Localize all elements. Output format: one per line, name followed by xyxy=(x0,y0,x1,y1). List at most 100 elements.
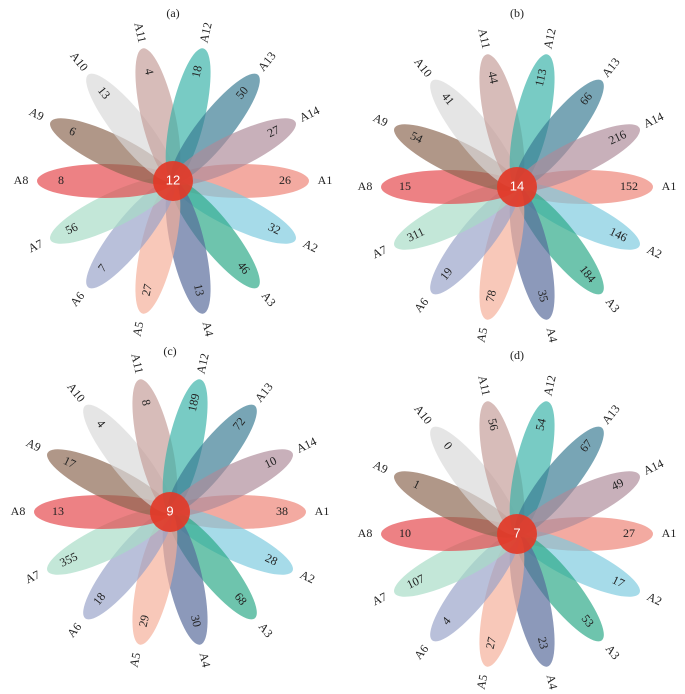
petal-label: A7 xyxy=(370,589,389,608)
petal-value: 56 xyxy=(485,417,501,432)
petal xyxy=(394,124,518,191)
petal-label: A7 xyxy=(23,567,42,586)
petal-label: A11 xyxy=(475,27,493,50)
petal-value: 30 xyxy=(188,614,204,629)
petal xyxy=(516,183,640,250)
petal xyxy=(169,508,293,575)
petal xyxy=(172,118,296,185)
petal-value: 44 xyxy=(485,70,501,85)
petal-value: 17 xyxy=(61,453,78,471)
petal-value: 27 xyxy=(265,122,282,140)
petal-label: A14 xyxy=(641,456,666,478)
petal-label: A3 xyxy=(259,289,279,309)
petal-label: A2 xyxy=(645,589,664,608)
petal-label: A3 xyxy=(603,295,623,315)
petal-label: A10 xyxy=(67,49,91,74)
petal-label: A5 xyxy=(127,651,144,668)
petal-label: A10 xyxy=(411,55,435,80)
petal-value: 27 xyxy=(139,283,155,298)
petal-label: A4 xyxy=(544,326,561,343)
petal-value: 1 xyxy=(411,477,422,492)
center-circle xyxy=(153,161,193,201)
petal-value: 13 xyxy=(191,283,207,298)
petal xyxy=(514,79,604,189)
petal-label: A6 xyxy=(64,620,84,640)
petal-label: A9 xyxy=(371,457,390,476)
flower-panel: (d)27 A117A253A323A427A54A6107A710A81A90A… xyxy=(358,348,677,691)
petal-value: 113 xyxy=(532,67,550,87)
petal xyxy=(172,177,296,244)
petal xyxy=(162,379,208,513)
petal-label: A9 xyxy=(24,435,43,454)
petal xyxy=(170,73,260,183)
petal-label: A12 xyxy=(540,374,558,397)
petal-label: A13 xyxy=(255,49,279,74)
center-value: 12 xyxy=(166,172,180,187)
petal xyxy=(169,449,293,516)
petal-label: A11 xyxy=(475,374,493,397)
petal-label: A1 xyxy=(662,179,677,193)
petals xyxy=(37,48,309,314)
center-value: 14 xyxy=(510,178,524,193)
petal-value: 29 xyxy=(136,614,152,629)
petal-value: 311 xyxy=(405,224,427,244)
petal-label: A2 xyxy=(301,236,320,255)
petal-label: A8 xyxy=(11,504,26,518)
petal xyxy=(50,118,174,185)
petal-value: 8 xyxy=(58,173,64,187)
petal xyxy=(516,471,640,538)
petal-label: A10 xyxy=(411,402,435,427)
petal xyxy=(394,471,518,538)
petal-value: 32 xyxy=(266,220,283,238)
petal-value: 27 xyxy=(623,526,635,540)
petal-value: 4 xyxy=(142,67,157,76)
petal-value: 27 xyxy=(483,636,499,651)
center-circle xyxy=(497,167,537,207)
center-value: 9 xyxy=(166,503,173,518)
petal-value: 152 xyxy=(620,179,638,193)
petal-label: A3 xyxy=(256,620,276,640)
petal xyxy=(430,532,520,642)
petal-value: 23 xyxy=(535,636,551,651)
petal-label: A13 xyxy=(599,55,623,80)
panel-title: (b) xyxy=(510,6,524,20)
petal-value: 10 xyxy=(399,526,411,540)
petal-label: A4 xyxy=(544,673,561,690)
petal-label: A4 xyxy=(200,320,217,337)
petal xyxy=(86,179,176,289)
petal-label: A1 xyxy=(318,173,333,187)
petal xyxy=(135,180,181,314)
petal-label: A14 xyxy=(294,434,319,456)
petal-value: 15 xyxy=(399,179,411,193)
petal-label: A2 xyxy=(645,242,664,261)
petal-label: A12 xyxy=(540,27,558,50)
petal-value: 18 xyxy=(189,64,205,79)
petal-label: A9 xyxy=(27,104,46,123)
petal xyxy=(167,404,257,514)
center-circle xyxy=(150,492,190,532)
petal-label: A7 xyxy=(26,236,45,255)
flower-panel: (b)152 A1146A2184A335A478A519A6311A715A85… xyxy=(358,6,677,344)
panel-title: (d) xyxy=(510,348,524,362)
petal-label: A13 xyxy=(252,380,276,405)
petal-label: A3 xyxy=(603,642,623,662)
petal-value: 8 xyxy=(139,398,154,407)
petal-value: 6 xyxy=(67,124,78,139)
center-value: 7 xyxy=(513,525,520,540)
petal-label: A9 xyxy=(371,110,390,129)
petal-label: A5 xyxy=(130,320,147,337)
petal xyxy=(479,186,525,320)
petal xyxy=(165,48,211,182)
petal xyxy=(516,124,640,191)
petals xyxy=(381,54,653,320)
petal xyxy=(47,449,171,516)
petal xyxy=(132,511,178,645)
petal xyxy=(509,54,555,188)
petal xyxy=(516,530,640,597)
petal xyxy=(83,510,173,620)
petal-label: A5 xyxy=(474,673,491,690)
flower-panel: (a)26 A132A246A313A427A57A656A78A86A913A1… xyxy=(14,6,333,338)
petal xyxy=(509,401,555,535)
